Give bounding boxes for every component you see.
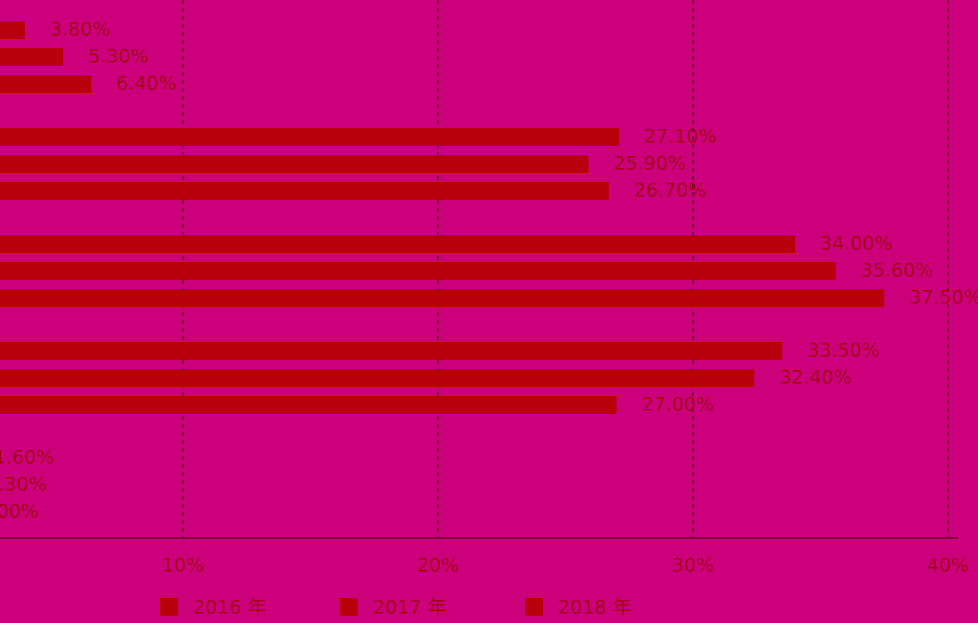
- bar: [0, 396, 617, 414]
- bar: [0, 155, 589, 173]
- value-label: 34.00%: [820, 233, 892, 255]
- value-label: 5.30%: [88, 46, 148, 68]
- legend-label: 2018 年: [558, 597, 631, 619]
- bar: [0, 48, 64, 66]
- bar: [0, 235, 795, 253]
- x-tick-label: 20%: [417, 555, 459, 577]
- value-label: 25.90%: [613, 153, 685, 175]
- bar: [0, 369, 755, 387]
- value-label: 1.60%: [0, 447, 54, 469]
- bar: [0, 182, 609, 200]
- x-tick-label: 40%: [927, 555, 969, 577]
- legend-swatch: [340, 598, 358, 616]
- bar: [0, 289, 885, 307]
- x-tick-label: 10%: [162, 555, 204, 577]
- value-label: 26.70%: [634, 180, 706, 202]
- bar: [0, 262, 836, 280]
- value-label: 35.60%: [861, 260, 933, 282]
- legend-label: 2016 年: [193, 597, 266, 619]
- bar: [0, 21, 25, 39]
- value-label: 27.10%: [644, 126, 716, 148]
- value-label: 37.50%: [909, 287, 978, 309]
- value-label: 6.40%: [116, 73, 176, 95]
- legend-swatch: [160, 598, 178, 616]
- legend-label: 2017 年: [373, 597, 446, 619]
- value-label: 1.30%: [0, 474, 47, 496]
- bar: [0, 128, 620, 146]
- value-label: 3.80%: [50, 19, 110, 41]
- value-label: 32.40%: [779, 367, 851, 389]
- x-tick-label: 30%: [672, 555, 714, 577]
- legend-swatch: [525, 598, 543, 616]
- value-label: 33.50%: [807, 340, 879, 362]
- bar: [0, 75, 92, 93]
- bar: [0, 342, 783, 360]
- value-label: 27.00%: [642, 394, 714, 416]
- value-label: 1.00%: [0, 501, 39, 523]
